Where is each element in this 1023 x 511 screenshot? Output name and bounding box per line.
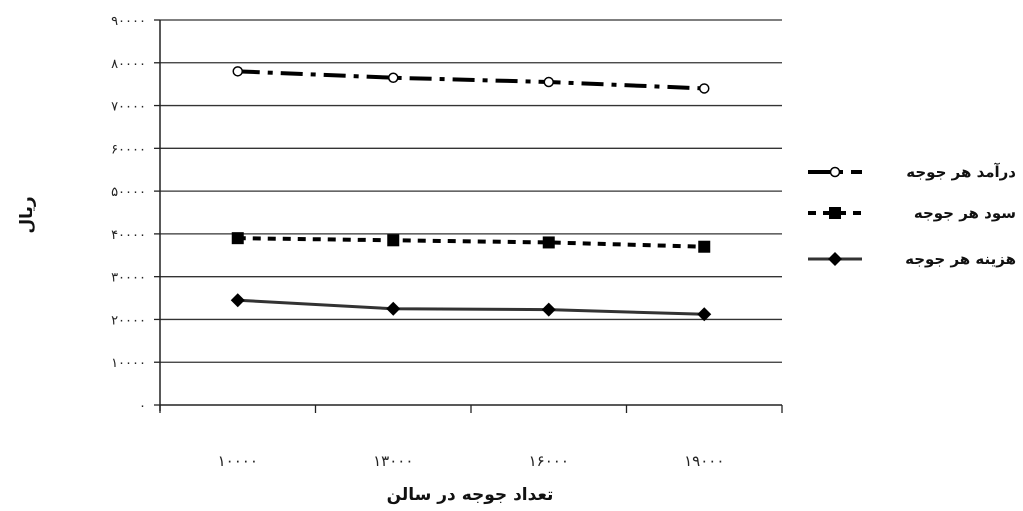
grid-lines <box>160 19 782 363</box>
series-2 <box>230 293 712 322</box>
y-tick-label: ۹۰۰۰۰ <box>111 14 146 29</box>
y-tick-label: ۵۰۰۰۰ <box>111 185 146 200</box>
data-point <box>230 293 245 308</box>
series-0 <box>232 66 710 94</box>
legend: درآمد هر جوجه سود هر جوجه هزینه هر جوجه <box>808 163 1016 268</box>
legend-item: هزینه هر جوجه <box>808 250 1016 268</box>
y-tick-label: ۳۰۰۰۰ <box>111 271 146 286</box>
legend-item: سود هر جوجه <box>808 204 1016 222</box>
x-tick-label: ۱۶۰۰۰ <box>529 452 569 470</box>
data-point <box>697 307 712 322</box>
data-point <box>388 72 399 83</box>
data-point <box>543 76 554 88</box>
series-1 <box>231 232 711 253</box>
x-tick-label: ۱۳۰۰۰ <box>373 452 413 470</box>
x-tick-label: ۱۹۰۰۰ <box>684 452 724 470</box>
y-tick-labels: ۰ ۱۰۰۰۰ ۲۰۰۰۰ ۳۰۰۰۰ ۴۰۰۰۰ ۵۰۰۰۰ ۶۰۰۰۰ ۷۰۰۰۰ ۸۰۰۰… <box>111 14 146 414</box>
axes <box>154 19 783 413</box>
data-point <box>542 236 555 249</box>
data-point <box>698 240 711 253</box>
y-tick-label: ۴۰۰۰۰ <box>111 228 146 243</box>
series-line <box>237 69 705 91</box>
x-axis-title: تعداد جوجه در سالن <box>387 485 554 505</box>
legend-label: هزینه هر جوجه <box>905 250 1016 268</box>
series-lines <box>230 66 712 322</box>
y-axis-title: ریال <box>17 196 37 233</box>
data-point <box>829 207 841 219</box>
data-point <box>231 232 244 245</box>
y-tick-label: ۷۰۰۰۰ <box>111 100 146 115</box>
data-point <box>387 234 400 247</box>
data-point <box>386 301 401 316</box>
y-tick-label: ۸۰۰۰۰ <box>111 57 146 72</box>
x-tick-labels: ۱۰۰۰۰ ۱۳۰۰۰ ۱۶۰۰۰ ۱۹۰۰۰ <box>218 452 725 470</box>
y-tick-label: ۱۰۰۰۰ <box>111 356 146 371</box>
legend-label: سود هر جوجه <box>914 204 1016 222</box>
legend-label: درآمد هر جوجه <box>906 163 1016 181</box>
legend-item: درآمد هر جوجه <box>808 163 1016 181</box>
data-point <box>699 83 710 94</box>
data-point <box>232 66 243 77</box>
y-tick-label: ۶۰۰۰۰ <box>111 142 146 157</box>
series-line <box>237 298 705 316</box>
data-point <box>541 302 556 317</box>
data-point <box>828 252 842 266</box>
data-point <box>829 166 841 178</box>
y-tick-label: ۲۰۰۰۰ <box>111 313 146 328</box>
y-tick-label: ۰ <box>139 399 146 414</box>
series-line <box>237 236 705 249</box>
x-tick-label: ۱۰۰۰۰ <box>218 452 258 470</box>
